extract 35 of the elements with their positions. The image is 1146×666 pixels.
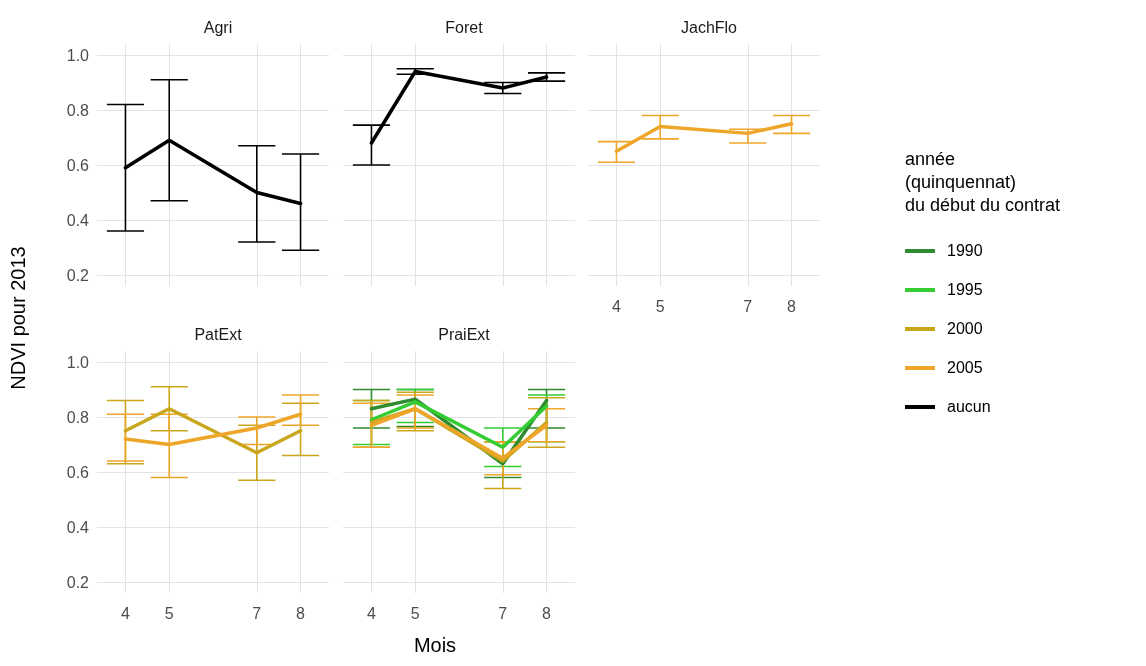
x-tick-label: 5	[410, 604, 420, 622]
x-tick-label: 5	[164, 604, 174, 622]
chart-title: Agri	[203, 18, 233, 36]
legend-label: 1995	[947, 280, 983, 299]
legend-label: 2005	[947, 358, 983, 377]
chart-title: PraiExt	[438, 325, 491, 343]
y-axis-title: NDVI pour 2013	[6, 246, 30, 390]
y-tick-label: 0.8	[66, 408, 90, 426]
chart-title: PatExt	[194, 325, 243, 343]
x-tick-label: 7	[498, 604, 508, 622]
x-tick-label: 5	[655, 297, 665, 315]
x-tick-label: 4	[612, 297, 621, 315]
legend-label: 1990	[947, 241, 983, 260]
legend-title: année (quinquennat) du début du contrat	[905, 148, 1061, 217]
x-tick-label: 8	[787, 297, 797, 315]
y-tick-label: 0.8	[66, 101, 90, 119]
legend-label: 2000	[947, 319, 983, 338]
x-tick-label: 7	[743, 297, 753, 315]
chart-title: Foret	[445, 18, 484, 36]
y-tick-label: 1.0	[66, 353, 90, 371]
y-tick-label: 0.4	[66, 518, 90, 536]
x-tick-label: 8	[296, 604, 306, 622]
x-tick-label: 8	[542, 604, 552, 622]
x-tick-label: 4	[121, 604, 130, 622]
x-axis-title: Mois	[413, 634, 457, 657]
chart-title: JachFlo	[680, 18, 738, 36]
x-tick-label: 4	[367, 604, 376, 622]
x-tick-label: 7	[252, 604, 262, 622]
y-tick-label: 0.2	[66, 266, 90, 284]
legend-label: aucun	[947, 397, 991, 416]
y-tick-label: 0.4	[66, 211, 90, 229]
y-tick-label: 1.0	[66, 46, 90, 64]
y-tick-label: 0.6	[66, 463, 90, 481]
y-tick-label: 0.2	[66, 573, 90, 591]
y-tick-label: 0.6	[66, 156, 90, 174]
